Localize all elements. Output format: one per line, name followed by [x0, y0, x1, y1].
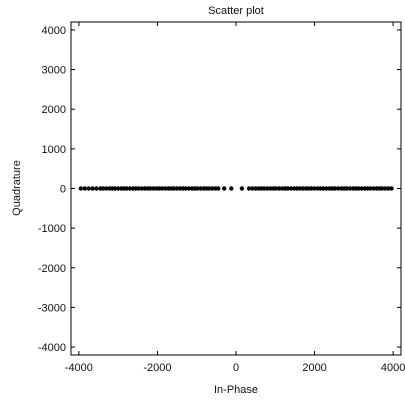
- x-axis-ticks: -4000 -2000 0 2000 4000: [65, 22, 405, 374]
- scatter-point: [312, 186, 317, 191]
- scatter-point: [136, 186, 141, 191]
- scatter-point: [253, 186, 258, 191]
- scatter-point: [309, 186, 314, 191]
- scatter-point: [383, 186, 388, 191]
- x-tick-label: -4000: [65, 362, 93, 374]
- scatter-point: [222, 186, 227, 191]
- scatter-point: [265, 186, 270, 191]
- scatter-point: [324, 186, 329, 191]
- scatter-point: [90, 186, 95, 191]
- y-tick-label: 0: [60, 184, 66, 196]
- scatter-point: [386, 186, 391, 191]
- y-tick-label: 3000: [42, 65, 66, 77]
- scatter-point: [321, 186, 326, 191]
- scatter-point: [112, 186, 118, 191]
- scatter-point: [82, 186, 87, 191]
- scatter-point: [124, 186, 129, 191]
- scatter-point: [127, 186, 133, 191]
- y-tick-label: -3000: [38, 302, 66, 314]
- scatter-point: [368, 186, 373, 191]
- scatter-point: [195, 186, 200, 191]
- y-tick-label: 4000: [42, 25, 66, 37]
- scatter-point: [262, 186, 267, 191]
- scatter-point: [174, 186, 180, 191]
- y-tick-label: -1000: [38, 223, 66, 235]
- scatter-point: [216, 186, 221, 191]
- scatter-point: [139, 186, 144, 191]
- scatter-point: [207, 186, 212, 191]
- y-axis-ticks: -4000 -3000 -2000 -1000 0 1000 2000 3000 4000: [38, 25, 401, 354]
- x-tick-label: 2000: [302, 362, 326, 374]
- x-axis-label: In-Phase: [214, 384, 258, 396]
- scatter-point: [78, 186, 84, 191]
- scatter-point: [379, 186, 385, 191]
- scatter-point: [239, 186, 245, 191]
- chart-title: Scatter plot: [208, 5, 264, 17]
- scatter-point: [171, 186, 177, 191]
- x-tick-label: -2000: [143, 362, 171, 374]
- y-axis-label: Quadrature: [11, 160, 23, 216]
- scatter-point: [250, 186, 255, 191]
- scatter-point: [371, 186, 376, 191]
- scatter-point: [210, 186, 215, 191]
- scatter-point: [186, 186, 192, 191]
- scatter-point: [288, 186, 294, 191]
- scatter-point: [198, 186, 203, 191]
- scatter-point: [115, 186, 121, 191]
- scatter-point: [389, 186, 394, 191]
- scatter-point: [159, 186, 165, 191]
- scatter-point: [246, 186, 252, 191]
- scatter-point: [359, 186, 364, 191]
- scatter-point: [277, 186, 282, 191]
- scatter-point: [300, 186, 305, 191]
- scatter-point: [163, 186, 168, 191]
- scatter-point: [297, 186, 302, 191]
- scatter-point: [332, 186, 338, 191]
- x-tick-label: 4000: [381, 362, 405, 374]
- scatter-point: [148, 186, 153, 191]
- y-tick-label: 1000: [42, 144, 66, 156]
- scatter-point: [94, 186, 99, 191]
- scatter-point: [356, 186, 361, 191]
- scatter-points: [78, 186, 394, 191]
- scatter-point: [183, 186, 188, 191]
- scatter-point: [151, 186, 156, 191]
- scatter-point: [344, 186, 349, 191]
- x-tick-label: 0: [233, 362, 239, 374]
- y-tick-label: 2000: [42, 104, 66, 116]
- y-tick-label: -4000: [38, 342, 66, 354]
- scatter-point: [285, 186, 291, 191]
- scatter-point: [347, 186, 353, 191]
- scatter-point: [104, 186, 109, 191]
- scatter-point: [86, 186, 91, 191]
- y-tick-label: -2000: [38, 263, 66, 275]
- scatter-point: [101, 186, 106, 191]
- scatter-point: [273, 186, 279, 191]
- scatter-point: [335, 186, 341, 191]
- scatter-point: [229, 186, 234, 191]
